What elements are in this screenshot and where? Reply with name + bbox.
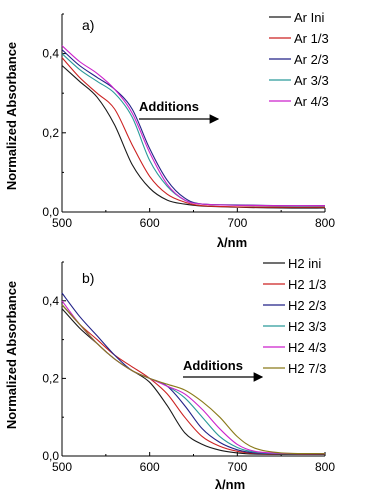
y-tick-label: 0,4 bbox=[42, 47, 59, 61]
series-line bbox=[61, 49, 326, 207]
series-line bbox=[61, 292, 326, 455]
series-line bbox=[61, 45, 325, 207]
x-tick-label: 500 bbox=[52, 460, 72, 474]
x-tick-label: 700 bbox=[227, 216, 247, 230]
x-tick-label: 800 bbox=[315, 216, 335, 230]
x-tick-label: 800 bbox=[315, 460, 335, 474]
series-line bbox=[61, 308, 326, 455]
legend-label: Ar Ini bbox=[294, 10, 324, 25]
y-tick-label: 0,2 bbox=[42, 126, 59, 140]
panel-label: b) bbox=[82, 270, 94, 286]
x-tick-label: 700 bbox=[227, 460, 247, 474]
y-tick-label: 0,0 bbox=[42, 449, 59, 463]
legend-label: H2 1/3 bbox=[288, 277, 326, 292]
additions-label: Additions bbox=[183, 358, 243, 373]
y-axis-label: Normalized Absorbance bbox=[4, 281, 19, 429]
legend-label: Ar 1/3 bbox=[294, 31, 329, 46]
y-tick-label: 0,0 bbox=[42, 205, 59, 219]
series-line bbox=[61, 57, 326, 208]
legend-label: H2 3/3 bbox=[288, 319, 326, 334]
panel-a: a) Normalized Absorbance λ/nm Additions … bbox=[4, 10, 335, 250]
additions-label: Additions bbox=[139, 99, 199, 114]
series-line bbox=[61, 304, 326, 455]
x-tick-label: 500 bbox=[52, 216, 72, 230]
x-axis-label: λ/nm bbox=[217, 235, 247, 250]
y-axis-label: Normalized Absorbance bbox=[4, 42, 19, 190]
x-tick-label: 600 bbox=[140, 216, 160, 230]
legend-label: H2 7/3 bbox=[288, 361, 326, 376]
y-tick-label: 0,2 bbox=[42, 371, 59, 385]
x-tick-label: 600 bbox=[140, 460, 160, 474]
x-axis-label: λ/nm bbox=[215, 477, 245, 492]
legend-label: H2 4/3 bbox=[288, 340, 326, 355]
legend-label: Ar 4/3 bbox=[294, 94, 329, 109]
series-line bbox=[61, 304, 326, 455]
series-line bbox=[61, 304, 326, 455]
series-line bbox=[61, 65, 326, 209]
y-tick-label: 0,4 bbox=[42, 294, 59, 308]
panel-label: a) bbox=[82, 17, 94, 33]
legend-label: Ar 3/3 bbox=[294, 73, 329, 88]
legend-label: H2 2/3 bbox=[288, 298, 326, 313]
legend-label: H2 ini bbox=[288, 256, 321, 271]
legend-label: Ar 2/3 bbox=[294, 52, 329, 67]
panel-b: b) Normalized Absorbance λ/nm Additions … bbox=[4, 256, 335, 492]
